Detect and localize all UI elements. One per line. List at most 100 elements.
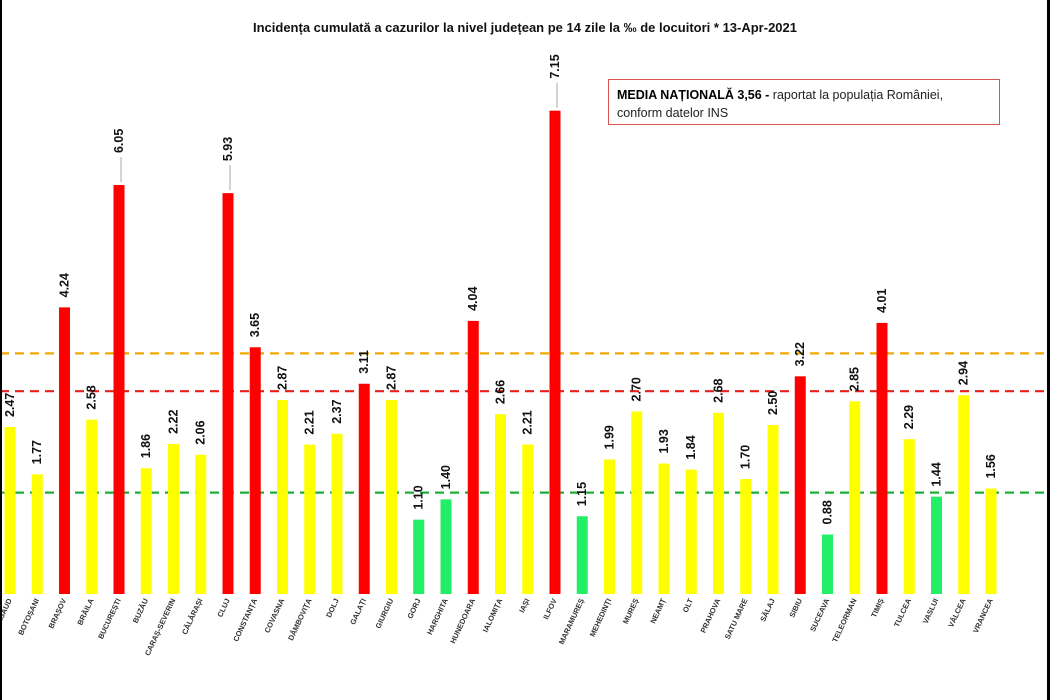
value-label-4: 6.05 — [112, 129, 126, 153]
bar-14 — [386, 399, 397, 594]
bar-30 — [822, 534, 833, 594]
bar-10 — [277, 399, 288, 594]
category-label-18: IALOMIȚA — [481, 597, 505, 634]
value-label-16: 1.40 — [439, 465, 453, 489]
bar-24 — [658, 463, 670, 594]
right-border — [1047, 0, 1050, 700]
bar-2 — [59, 307, 70, 594]
bar-27 — [740, 479, 752, 594]
bar-25 — [685, 469, 697, 594]
category-label-23: MUREȘ — [621, 597, 641, 625]
bar-7 — [195, 454, 207, 594]
category-label-0: NĂSĂUD — [0, 597, 14, 630]
national-average-note: MEDIA NAȚIONALĂ 3,56 - raportat la popul… — [608, 79, 1000, 125]
value-label-9: 3.65 — [248, 313, 262, 337]
value-label-13: 3.11 — [357, 350, 371, 374]
category-label-8: CLUJ — [215, 597, 231, 619]
bar-20 — [549, 110, 561, 594]
value-label-26: 2.68 — [712, 378, 726, 402]
value-label-31: 2.85 — [848, 367, 862, 391]
category-label-35: VÂLCEA — [946, 597, 967, 629]
category-label-36: VRANCEA — [971, 597, 995, 635]
bar-36 — [985, 488, 997, 594]
value-label-27: 1.70 — [739, 445, 753, 469]
bar-18 — [495, 414, 506, 594]
bar-17 — [467, 320, 479, 594]
category-label-27: SATU MARE — [723, 597, 750, 641]
value-label-32: 4.01 — [875, 289, 889, 313]
category-label-6: CARAȘ-SEVERIN — [143, 597, 177, 657]
value-label-17: 4.04 — [466, 287, 480, 311]
value-label-6: 2.22 — [167, 410, 181, 434]
value-label-24: 1.93 — [657, 429, 671, 453]
value-label-29: 3.22 — [793, 342, 807, 366]
value-label-8: 5.93 — [221, 137, 235, 161]
category-label-10: COVASNA — [263, 597, 287, 635]
value-label-1: 1.77 — [30, 440, 44, 464]
value-label-7: 2.06 — [194, 420, 208, 444]
category-label-30: SUCEAVA — [808, 597, 831, 634]
category-label-3: BRĂILA — [75, 597, 95, 627]
bar-15 — [413, 519, 425, 594]
value-label-33: 2.29 — [902, 405, 916, 429]
category-label-5: BUZĂU — [131, 597, 150, 625]
category-label-20: ILFOV — [541, 597, 558, 621]
bar-3 — [86, 419, 98, 594]
bar-12 — [331, 433, 343, 594]
bar-29 — [794, 376, 806, 594]
category-label-22: MEHEDINȚI — [588, 597, 614, 638]
value-label-20: 7.15 — [548, 54, 562, 78]
bar-32 — [876, 322, 888, 594]
bar-33 — [903, 439, 915, 594]
value-label-36: 1.56 — [984, 454, 998, 478]
bar-4 — [113, 185, 125, 594]
category-label-14: GIURGIU — [374, 597, 396, 630]
category-label-7: CĂLĂRAȘI — [180, 597, 205, 636]
category-label-32: TIMIȘ — [869, 597, 886, 619]
bar-26 — [713, 412, 724, 594]
bar-6 — [168, 443, 179, 594]
value-label-30: 0.88 — [821, 500, 835, 524]
bar-21 — [576, 516, 588, 594]
bar-13 — [358, 383, 370, 594]
bar-5 — [140, 468, 152, 594]
bar-16 — [440, 499, 452, 594]
value-label-21: 1.15 — [575, 482, 589, 506]
bar-9 — [249, 347, 261, 594]
category-label-21: MARAMUREȘ — [557, 597, 586, 646]
bar-31 — [849, 401, 861, 594]
value-label-12: 2.37 — [330, 399, 344, 423]
national-average-description: raportat la populația României, conform … — [617, 88, 944, 120]
bar-23 — [631, 411, 643, 594]
bar-19 — [522, 444, 534, 594]
bar-28 — [767, 425, 779, 594]
category-label-1: BOTOȘANI — [16, 597, 41, 637]
category-label-17: HUNEDOARA — [448, 597, 477, 646]
value-label-28: 2.50 — [766, 391, 780, 415]
value-label-2: 4.24 — [58, 273, 72, 297]
bar-0 — [4, 427, 16, 594]
bar-11 — [304, 444, 316, 594]
bar-1 — [31, 474, 43, 594]
category-label-13: GALAȚI — [348, 597, 368, 626]
category-label-15: GORJ — [405, 597, 422, 620]
bar-35 — [958, 395, 970, 594]
value-label-35: 2.94 — [957, 361, 971, 385]
category-label-33: TULCEA — [892, 597, 913, 629]
category-label-16: HARGHITA — [425, 597, 450, 637]
value-label-10: 2.87 — [276, 366, 290, 390]
value-label-5: 1.86 — [139, 434, 153, 458]
category-label-26: PRAHOVA — [699, 597, 723, 635]
value-label-0: 2.47 — [3, 393, 17, 417]
category-label-31: TELEORMAN — [830, 597, 858, 644]
value-label-34: 1.44 — [930, 462, 944, 486]
category-label-9: CONSTANȚA — [231, 597, 259, 643]
bar-8 — [222, 193, 234, 594]
value-label-18: 2.66 — [494, 380, 508, 404]
category-label-11: DÂMBOVIȚA — [286, 597, 314, 642]
value-label-3: 2.58 — [85, 385, 99, 409]
value-label-19: 2.21 — [521, 410, 535, 434]
value-label-14: 2.87 — [385, 366, 399, 390]
category-label-2: BRAȘOV — [47, 597, 69, 630]
